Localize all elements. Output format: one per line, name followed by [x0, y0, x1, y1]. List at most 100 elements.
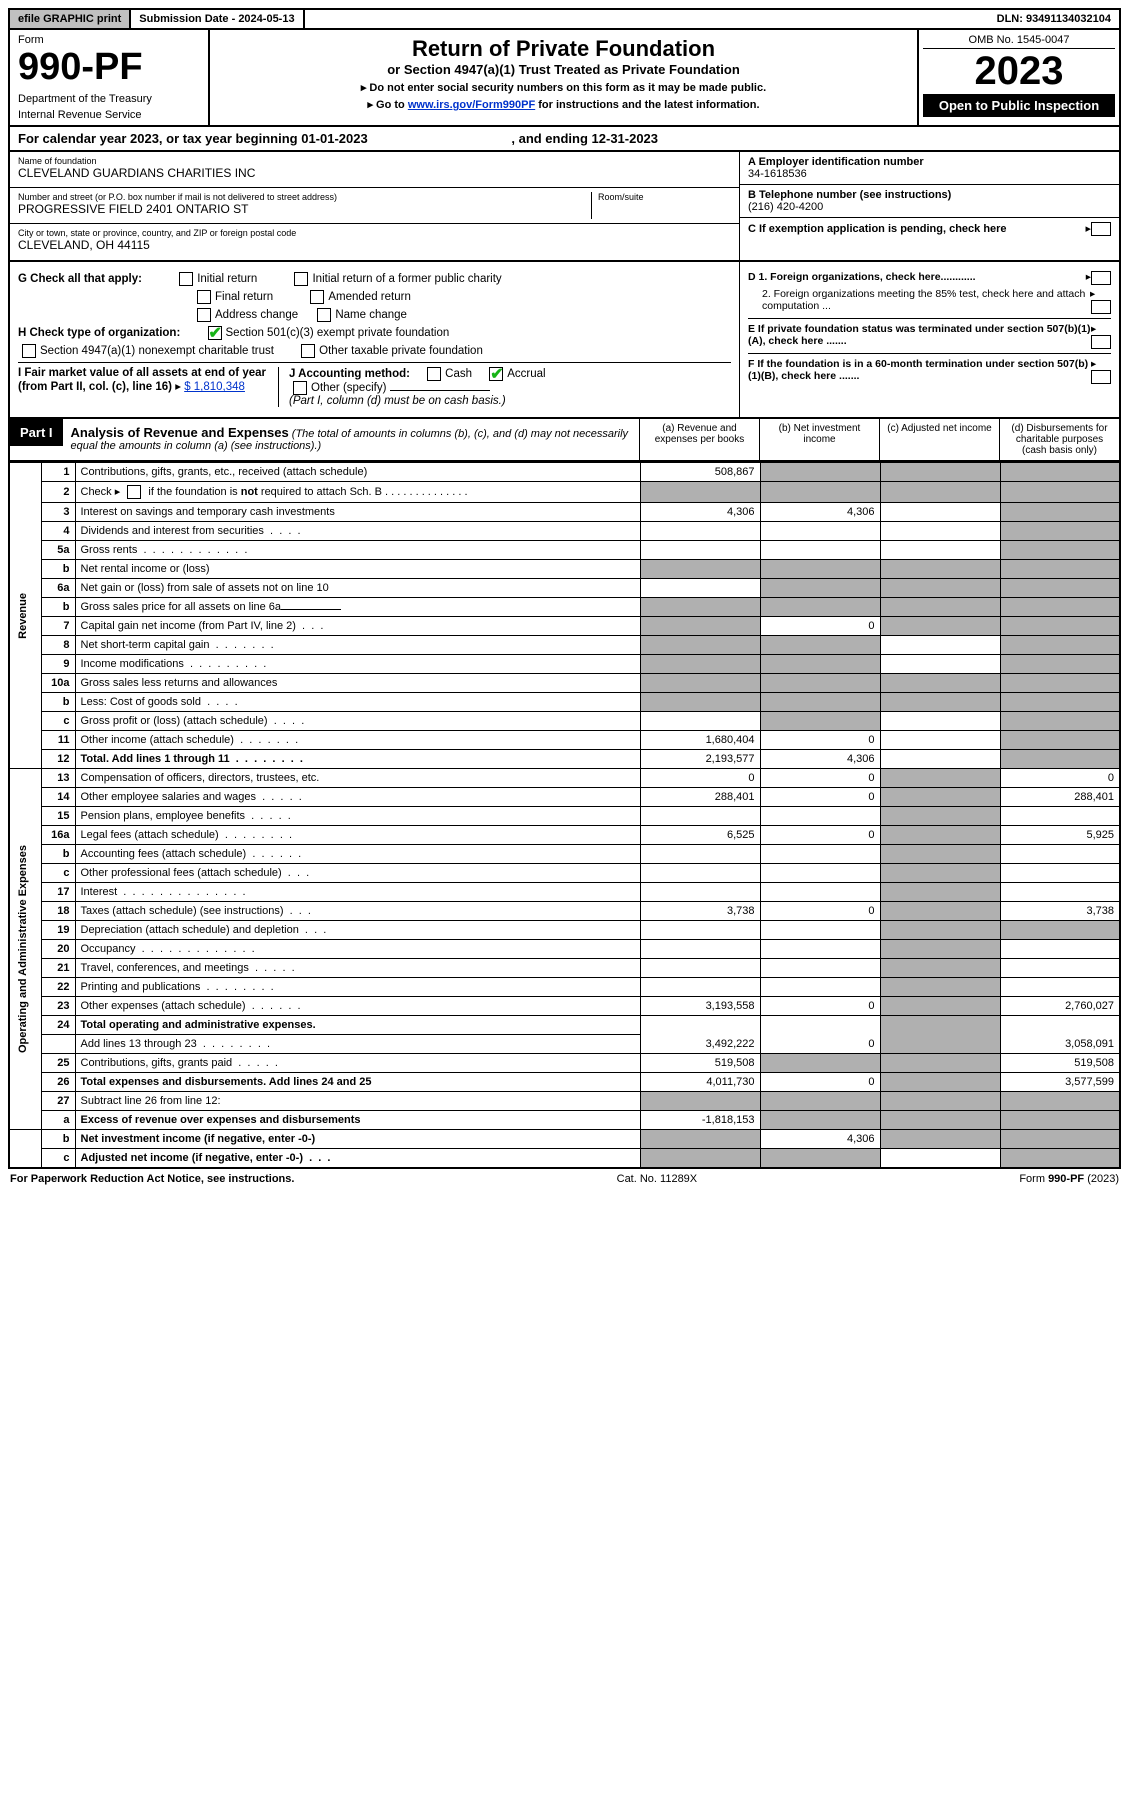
table-row: aExcess of revenue over expenses and dis… [9, 1111, 1120, 1130]
form-subtitle: or Section 4947(a)(1) Trust Treated as P… [216, 62, 911, 77]
schb-checkbox[interactable] [127, 485, 141, 499]
f-checkbox[interactable] [1091, 370, 1111, 384]
table-row: 16aLegal fees (attach schedule) . . . . … [9, 826, 1120, 845]
e-label: E If private foundation status was termi… [748, 323, 1090, 347]
table-row: 17Interest . . . . . . . . . . . . . . [9, 883, 1120, 902]
table-row: 3Interest on savings and temporary cash … [9, 503, 1120, 522]
table-row: 2Check ▸ if the foundation is not requir… [9, 482, 1120, 503]
table-row: 7Capital gain net income (from Part IV, … [9, 617, 1120, 636]
final-return-checkbox[interactable] [197, 290, 211, 304]
table-row: cGross profit or (loss) (attach schedule… [9, 712, 1120, 731]
exemption-label: C If exemption application is pending, c… [748, 223, 1007, 235]
table-row: Operating and Administrative Expenses 13… [9, 769, 1120, 788]
table-row: 24Total operating and administrative exp… [9, 1016, 1120, 1035]
analysis-table: Revenue 1Contributions, gifts, grants, e… [8, 462, 1121, 1169]
table-row: bAccounting fees (attach schedule) . . .… [9, 845, 1120, 864]
table-row: cOther professional fees (attach schedul… [9, 864, 1120, 883]
form-header: Form 990-PF Department of the Treasury I… [8, 30, 1121, 127]
table-row: bNet rental income or (loss) [9, 560, 1120, 579]
dln: DLN: 93491134032104 [989, 10, 1119, 28]
j-note: (Part I, column (d) must be on cash basi… [289, 395, 506, 407]
table-row: 25Contributions, gifts, grants paid . . … [9, 1054, 1120, 1073]
part1-title: Analysis of Revenue and Expenses [71, 425, 289, 440]
form-label: Form [18, 34, 200, 46]
col-b-header: (b) Net investment income [759, 419, 879, 460]
instr-ssn: ▸ Do not enter social security numbers o… [216, 81, 911, 94]
street-address: PROGRESSIVE FIELD 2401 ONTARIO ST [18, 202, 591, 216]
f-label: F If the foundation is in a 60-month ter… [748, 358, 1088, 382]
page-footer: For Paperwork Reduction Act Notice, see … [8, 1169, 1121, 1189]
table-row: 14Other employee salaries and wages . . … [9, 788, 1120, 807]
table-row: 6aNet gain or (loss) from sale of assets… [9, 579, 1120, 598]
table-row: 18Taxes (attach schedule) (see instructi… [9, 902, 1120, 921]
j-label: J Accounting method: [289, 368, 410, 380]
topbar: efile GRAPHIC print Submission Date - 20… [8, 8, 1121, 30]
table-row: 27Subtract line 26 from line 12: [9, 1092, 1120, 1111]
table-row: bGross sales price for all assets on lin… [9, 598, 1120, 617]
telephone-label: B Telephone number (see instructions) [748, 189, 1111, 201]
col-c-header: (c) Adjusted net income [879, 419, 999, 460]
form-number: 990-PF [18, 46, 200, 89]
city-label: City or town, state or province, country… [18, 228, 731, 238]
table-row: 10aGross sales less returns and allowanc… [9, 674, 1120, 693]
table-row: 12Total. Add lines 1 through 11 . . . . … [9, 750, 1120, 769]
initial-former-checkbox[interactable] [294, 272, 308, 286]
section-g-through-j: G Check all that apply: Initial return I… [8, 262, 1121, 419]
4947a1-checkbox[interactable] [22, 344, 36, 358]
exemption-checkbox[interactable] [1091, 222, 1111, 236]
address-change-checkbox[interactable] [197, 308, 211, 322]
instr-link-row: ▸ Go to www.irs.gov/Form990PF for instru… [216, 98, 911, 111]
d1-label: D 1. Foreign organizations, check here..… [748, 271, 976, 283]
g-label: G Check all that apply: [18, 273, 142, 285]
table-row: 9Income modifications . . . . . . . . . [9, 655, 1120, 674]
efile-print-button[interactable]: efile GRAPHIC print [10, 10, 131, 28]
open-public-badge: Open to Public Inspection [923, 94, 1115, 117]
table-row: bLess: Cost of goods sold . . . . [9, 693, 1120, 712]
name-change-checkbox[interactable] [317, 308, 331, 322]
foundation-name: CLEVELAND GUARDIANS CHARITIES INC [18, 166, 731, 180]
table-row: 15Pension plans, employee benefits . . .… [9, 807, 1120, 826]
table-row: Revenue 1Contributions, gifts, grants, e… [9, 463, 1120, 482]
col-a-header: (a) Revenue and expenses per books [639, 419, 759, 460]
fmv-value[interactable]: $ 1,810,348 [184, 381, 245, 393]
table-row: 21Travel, conferences, and meetings . . … [9, 959, 1120, 978]
table-row: 4Dividends and interest from securities … [9, 522, 1120, 541]
d2-checkbox[interactable] [1091, 300, 1111, 314]
table-row: 20Occupancy . . . . . . . . . . . . . [9, 940, 1120, 959]
table-row: 5aGross rents . . . . . . . . . . . . [9, 541, 1120, 560]
room-label: Room/suite [598, 192, 731, 202]
accrual-checkbox[interactable] [489, 367, 503, 381]
catalog-number: Cat. No. 11289X [617, 1173, 698, 1185]
h-label: H Check type of organization: [18, 327, 180, 339]
d2-label: 2. Foreign organizations meeting the 85%… [748, 288, 1090, 314]
amended-return-checkbox[interactable] [310, 290, 324, 304]
table-row: bNet investment income (if negative, ent… [9, 1130, 1120, 1149]
table-row: 22Printing and publications . . . . . . … [9, 978, 1120, 997]
table-row: 19Depreciation (attach schedule) and dep… [9, 921, 1120, 940]
entity-block: Name of foundation CLEVELAND GUARDIANS C… [8, 152, 1121, 262]
form990pf-link[interactable]: www.irs.gov/Form990PF [408, 99, 535, 111]
other-method-checkbox[interactable] [293, 381, 307, 395]
dept-treasury: Department of the Treasury [18, 93, 200, 105]
table-row: 26Total expenses and disbursements. Add … [9, 1073, 1120, 1092]
e-checkbox[interactable] [1091, 335, 1111, 349]
omb-number: OMB No. 1545-0047 [923, 34, 1115, 49]
cash-checkbox[interactable] [427, 367, 441, 381]
tax-year: 2023 [923, 49, 1115, 94]
name-label: Name of foundation [18, 156, 731, 166]
table-row: cAdjusted net income (if negative, enter… [9, 1149, 1120, 1169]
table-row: 8Net short-term capital gain . . . . . .… [9, 636, 1120, 655]
telephone-value: (216) 420-4200 [748, 201, 1111, 213]
initial-return-checkbox[interactable] [179, 272, 193, 286]
ein-value: 34-1618536 [748, 168, 1111, 180]
submission-date: Submission Date - 2024-05-13 [131, 10, 304, 28]
city-state-zip: CLEVELAND, OH 44115 [18, 238, 731, 252]
calendar-year-row: For calendar year 2023, or tax year begi… [8, 127, 1121, 152]
501c3-checkbox[interactable] [208, 326, 222, 340]
ein-label: A Employer identification number [748, 156, 1111, 168]
col-d-header: (d) Disbursements for charitable purpose… [999, 419, 1119, 460]
d1-checkbox[interactable] [1091, 271, 1111, 285]
part1-header: Part I Analysis of Revenue and Expenses … [8, 419, 1121, 462]
opadmin-sidelabel: Operating and Administrative Expenses [15, 835, 31, 1063]
other-taxable-checkbox[interactable] [301, 344, 315, 358]
